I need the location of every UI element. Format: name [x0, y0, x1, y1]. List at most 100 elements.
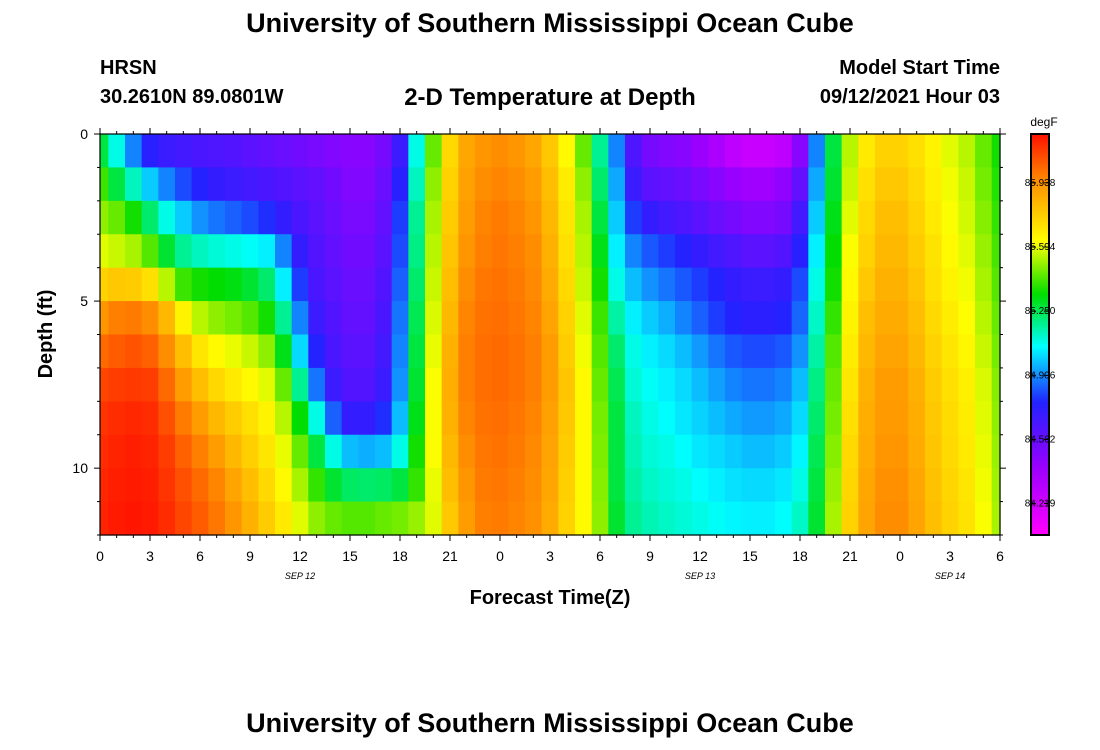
heatmap-cell [625, 267, 643, 302]
heatmap-cell [975, 367, 993, 402]
x-tick-label: 21 [442, 548, 458, 564]
heatmap-cell [225, 468, 243, 503]
heatmap-cell [875, 468, 893, 503]
heatmap-cell [641, 501, 659, 536]
heatmap-cell [175, 167, 193, 202]
heatmap-cell [725, 367, 743, 402]
heatmap-cell [208, 134, 226, 169]
heatmap-cell [925, 200, 943, 235]
heatmap-cell [591, 468, 609, 503]
heatmap-cell [741, 367, 759, 402]
heatmap-cell [441, 468, 459, 503]
heatmap-cell [741, 167, 759, 202]
heatmap-cell [658, 200, 676, 235]
heatmap-cell [491, 134, 509, 169]
heatmap-cell [141, 367, 159, 402]
heatmap-cell [141, 134, 159, 169]
y-axis-label: Depth (ft) [35, 290, 57, 379]
heatmap-cell [425, 301, 443, 336]
heatmap-cell [725, 434, 743, 469]
heatmap-cell [525, 401, 543, 436]
heatmap-cell [158, 134, 176, 169]
heatmap-cell [375, 468, 393, 503]
heatmap-cell [375, 267, 393, 302]
heatmap-cell [208, 267, 226, 302]
heatmap-cell [675, 301, 693, 336]
heatmap-cell [308, 167, 326, 202]
x-tick-label: 3 [546, 548, 554, 564]
heatmap-cell [325, 267, 343, 302]
heatmap-cell [408, 468, 426, 503]
heatmap-cell [258, 200, 276, 235]
heatmap-cell [100, 501, 109, 536]
heatmap-cell [375, 401, 393, 436]
heatmap-cell [325, 134, 343, 169]
heatmap-cell [141, 401, 159, 436]
heatmap-cell [225, 501, 243, 536]
heatmap-cell [258, 167, 276, 202]
heatmap-cell [108, 401, 126, 436]
heatmap-cell [691, 401, 709, 436]
heatmap-cell [375, 301, 393, 336]
heatmap-cell [475, 468, 493, 503]
heatmap-cell [925, 167, 943, 202]
heatmap-cell [408, 167, 426, 202]
heatmap-cell [575, 434, 593, 469]
heatmap-cell [408, 134, 426, 169]
heatmap-cell [758, 401, 776, 436]
heatmap-cell [608, 434, 626, 469]
heatmap-cell [791, 267, 809, 302]
footer-title: University of Southern Mississippi Ocean… [246, 708, 854, 738]
heatmap-cell [125, 134, 143, 169]
heatmap-cell [991, 401, 1001, 436]
heatmap-cell [191, 267, 209, 302]
heatmap-cell [291, 401, 309, 436]
x-tick-label: 15 [742, 548, 758, 564]
heatmap-cell [925, 401, 943, 436]
heatmap-cell [725, 267, 743, 302]
heatmap-cell [191, 501, 209, 536]
heatmap-cell [391, 367, 409, 402]
heatmap-cell [158, 200, 176, 235]
heatmap-cell [108, 267, 126, 302]
heatmap-cell [308, 468, 326, 503]
heatmap-cell [641, 401, 659, 436]
heatmap-cell [708, 401, 726, 436]
x-tick-label: 6 [596, 548, 604, 564]
heatmap-cell [558, 367, 576, 402]
heatmap-cell [208, 234, 226, 269]
heatmap-cell [308, 434, 326, 469]
heatmap-cell [541, 167, 559, 202]
heatmap-cell [225, 434, 243, 469]
heatmap-cell [275, 167, 293, 202]
heatmap-cell [391, 234, 409, 269]
x-axis-label: Forecast Time(Z) [470, 587, 631, 609]
heatmap-cell [825, 200, 843, 235]
heatmap-cell [141, 200, 159, 235]
heatmap-cell [258, 301, 276, 336]
heatmap-cell [891, 434, 909, 469]
heatmap-cell [575, 468, 593, 503]
heatmap-cell [758, 134, 776, 169]
heatmap-cell [975, 134, 993, 169]
heatmap-cell [308, 267, 326, 302]
heatmap-cell [625, 200, 643, 235]
heatmap-cell [741, 234, 759, 269]
heatmap-cell [758, 267, 776, 302]
heatmap-cell [758, 234, 776, 269]
heatmap-cell [891, 401, 909, 436]
heatmap-cell [708, 167, 726, 202]
heatmap-cell [375, 167, 393, 202]
heatmap-cell [541, 267, 559, 302]
heatmap-cell [258, 401, 276, 436]
heatmap-cell [875, 401, 893, 436]
heatmap-cell [608, 367, 626, 402]
heatmap-cell [341, 134, 359, 169]
heatmap-cell [158, 501, 176, 536]
heatmap-cell [691, 434, 709, 469]
heatmap-cell [108, 434, 126, 469]
heatmap-cell [491, 167, 509, 202]
heatmap-cell [741, 334, 759, 369]
heatmap-cell [508, 468, 526, 503]
heatmap-cell [925, 501, 943, 536]
